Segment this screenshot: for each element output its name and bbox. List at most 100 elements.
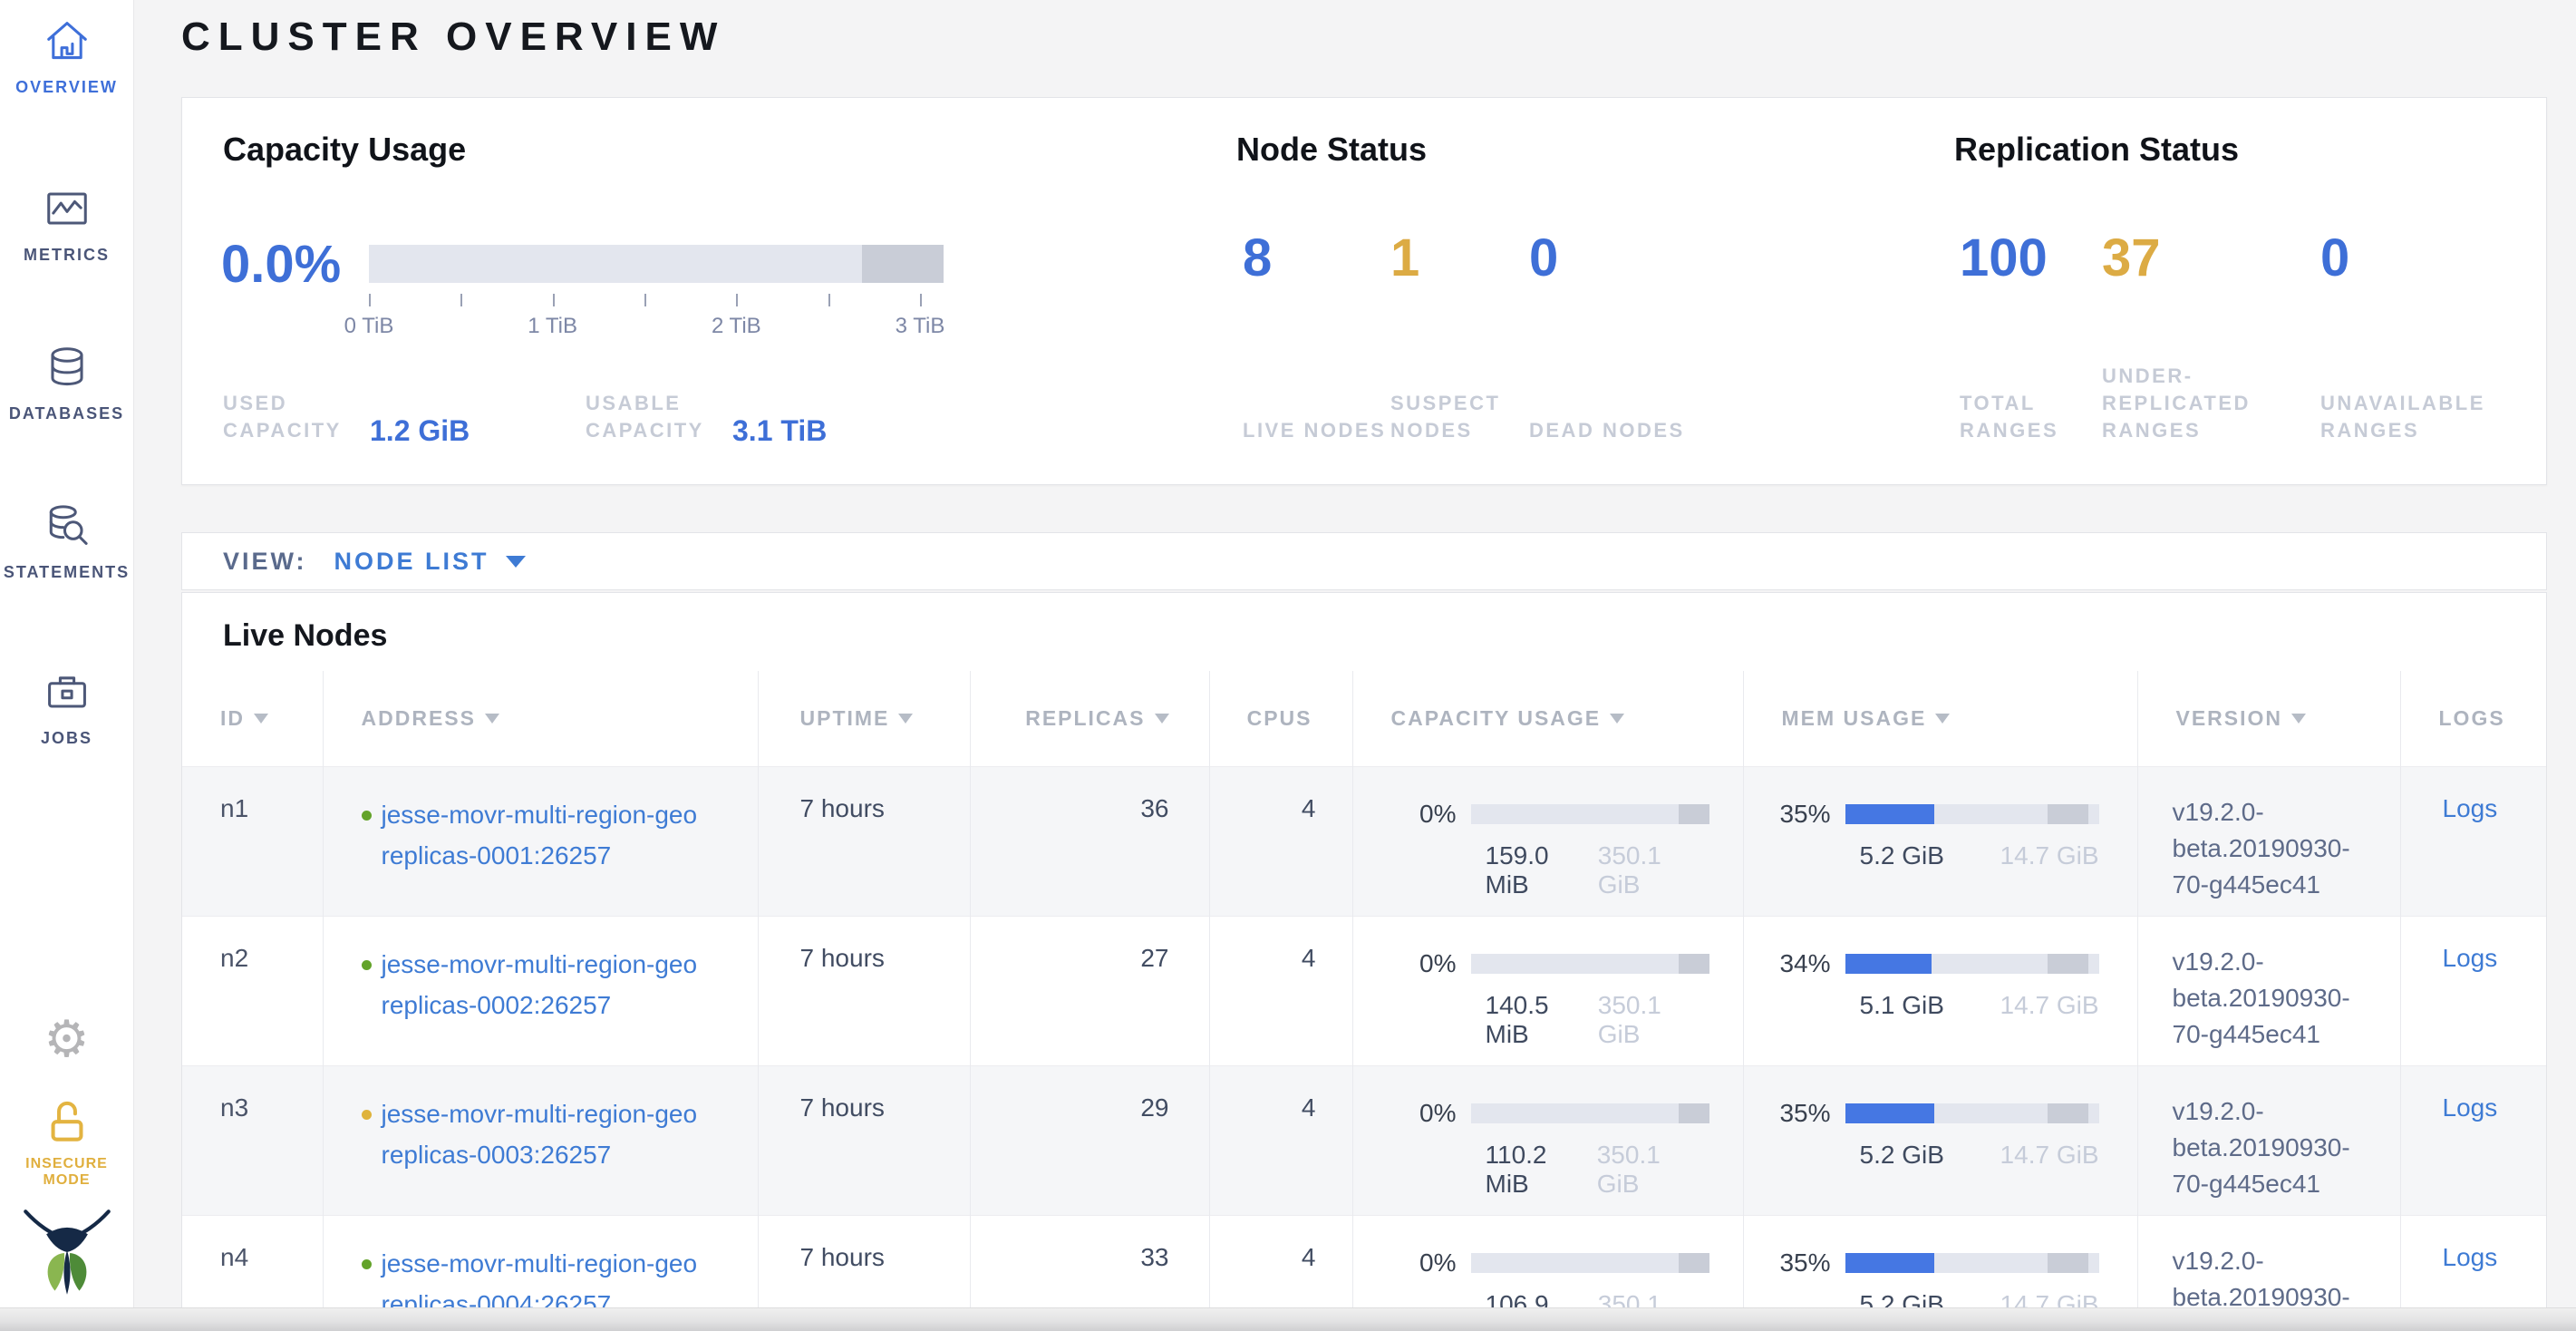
view-selector-dropdown[interactable]: NODE LIST [334,548,526,576]
capacity-stats: USED CAPACITY 1.2 GiB USABLE CAPACITY 3.… [223,390,948,447]
node-replicas-cell: 27 [969,915,1209,1065]
node-status-title: Node Status [1236,131,1428,168]
axis-tick [644,294,646,306]
axis-tick [460,294,463,306]
capacity-reserve-segment [862,245,944,283]
node-address-link[interactable]: jesse-movr-multi-region-geo replicas-0002… [361,950,697,1019]
node-capacity-cell: 0% 159.0 MiB 350.1 GiB [1351,765,1743,916]
memory-meter: 35% [1744,1248,2137,1278]
memory-fill [1845,1252,1934,1273]
column-header-replicas[interactable]: REPLICAS [969,671,1209,766]
capacity-meter: 0% [1353,1099,1743,1128]
sidebar-item-label: STATEMENTS [3,563,131,581]
node-liveness-dot [361,1109,372,1120]
node-uptime-cell: 7 hours [757,765,970,916]
window-bottom-edge [0,1307,2576,1331]
axis-tick [736,294,739,306]
node-logs-cell: Logs [2399,1064,2546,1215]
column-header-logs: LOGS [2399,671,2546,766]
sort-caret-icon [1935,713,1951,724]
insecure-mode-indicator: INSECURE MODE [0,1099,133,1189]
sidebar-item-overview[interactable]: OVERVIEW [0,16,133,97]
node-version-cell: v19.2.0-beta.20190930-70-g445ec41 [2136,915,2400,1065]
memory-fill [1845,803,1934,824]
briefcase-icon [0,667,133,720]
column-header-address[interactable]: ADDRESS [322,671,758,766]
sort-caret-icon [2291,713,2307,724]
table-header-row: ID ADDRESS UPTIME REPLICAS CPUS CAPACITY USAG… [182,671,2546,766]
capacity-reserve [1678,1252,1709,1273]
column-header-capacity-usage[interactable]: CAPACITY USAGE [1351,671,1743,766]
gear-icon: ⚙ [44,1010,90,1067]
column-header-id[interactable]: ID [182,671,323,766]
capacity-meter: 0% [1353,1248,1743,1278]
capacity-reserve [1678,1103,1709,1123]
column-header-mem-usage[interactable]: MEM USAGE [1742,671,2137,766]
column-header-uptime[interactable]: UPTIME [757,671,970,766]
summary-stat: 0 DEAD NODES [1529,228,1685,442]
memory-reserve [2047,1252,2088,1273]
node-capacity-cell: 0% 140.5 MiB 350.1 GiB [1351,915,1743,1065]
statements-icon [0,501,133,554]
summary-stat: 1 SUSPECT NODES [1390,228,1501,442]
sidebar-item-label: DATABASES [8,404,125,423]
node-liveness-dot [361,1258,372,1269]
node-replicas-cell: 29 [969,1064,1209,1215]
memory-meter: 35% [1744,1099,2137,1128]
capacity-usage-title: Capacity Usage [223,131,467,168]
table-row: n3 jesse-movr-multi-region-geo replicas-0… [182,1064,2546,1215]
capacity-stat: USED CAPACITY 1.2 GiB [223,392,470,447]
axis-tick-label: 3 TiB [895,314,945,338]
node-address-link[interactable]: jesse-movr-multi-region-geo replicas-0001… [361,801,697,870]
logs-link[interactable]: Logs [2442,1093,2498,1122]
node-liveness-dot [361,810,372,821]
metrics-icon [0,184,133,237]
settings-button[interactable]: ⚙ [0,1014,133,1064]
insecure-mode-label: INSECURE MODE [25,1156,108,1188]
node-replicas-cell: 36 [969,765,1209,916]
node-address-cell: jesse-movr-multi-region-geo replicas-0002… [322,915,758,1065]
cockroachdb-logo [0,1206,133,1305]
table-row: n2 jesse-movr-multi-region-geo replicas-0… [182,915,2546,1065]
sort-caret-icon [1610,713,1625,724]
node-memory-cell: 35% 5.2 GiB 14.7 GiB [1742,765,2137,916]
table-row: n1 jesse-movr-multi-region-geo replicas-0… [182,765,2546,916]
node-id-cell: n3 [182,1064,323,1215]
node-address-link[interactable]: jesse-movr-multi-region-geo replicas-0003… [361,1100,697,1169]
capacity-used-percent: 0.0% [221,235,342,294]
column-header-version[interactable]: VERSION [2136,671,2400,766]
sort-caret-icon [898,713,914,724]
sidebar-item-statements[interactable]: STATEMENTS [0,501,133,582]
axis-tick-label: 1 TiB [528,314,578,338]
summary-stat: 0 UNAVAILABLE RANGES [2320,228,2485,442]
view-label: VIEW: [223,547,307,575]
page-title: CLUSTER OVERVIEW [181,15,726,59]
capacity-meter: 0% [1353,800,1743,829]
logs-link[interactable]: Logs [2442,943,2498,972]
sidebar-item-label: METRICS [24,246,110,264]
logs-link[interactable]: Logs [2442,1242,2498,1271]
replication-status-stats: 100 TOTAL RANGES 37 UNDER-REPLICATED RAN… [1960,232,2538,444]
sidebar: OVERVIEW METRICS DATABASES STATEMENTS JO… [0,0,134,1307]
capacity-reserve [1678,803,1709,824]
node-memory-cell: 34% 5.1 GiB 14.7 GiB [1742,915,2137,1065]
capacity-usage-bar [369,245,944,283]
memory-reserve [2047,953,2088,974]
sidebar-item-jobs[interactable]: JOBS [0,667,133,748]
summary-stat: 100 TOTAL RANGES [1960,228,2059,442]
summary-stat: 37 UNDER-REPLICATED RANGES [2102,228,2251,442]
chevron-down-icon [505,555,526,568]
sidebar-item-databases[interactable]: DATABASES [0,343,133,423]
axis-tick-label: 0 TiB [344,314,394,338]
axis-tick-label: 2 TiB [711,314,761,338]
node-address-cell: jesse-movr-multi-region-geo replicas-0003… [322,1064,758,1215]
database-icon [0,343,133,395]
node-memory-cell: 35% 5.2 GiB 14.7 GiB [1742,1064,2137,1215]
logs-link[interactable]: Logs [2442,793,2498,822]
capacity-stat: USABLE CAPACITY 3.1 TiB [586,392,828,447]
memory-meter: 35% [1744,800,2137,829]
sort-caret-icon [484,713,499,724]
sort-caret-icon [1154,713,1169,724]
axis-tick [552,294,555,306]
sidebar-item-metrics[interactable]: METRICS [0,184,133,265]
